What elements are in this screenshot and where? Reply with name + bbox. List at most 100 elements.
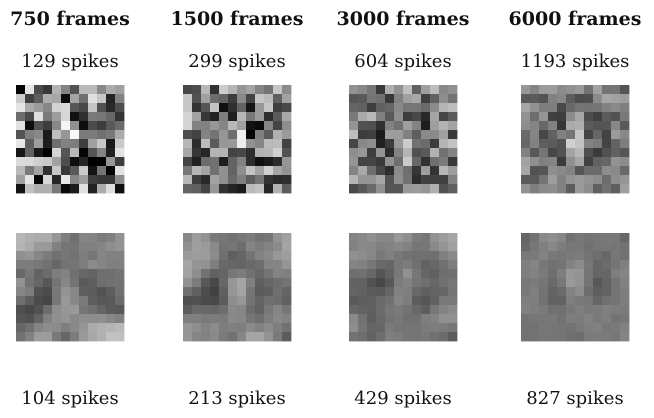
- pixel: [16, 85, 26, 95]
- pixel: [593, 305, 603, 315]
- pixel: [403, 278, 413, 288]
- pixel: [385, 305, 395, 315]
- pixel: [97, 175, 107, 185]
- pixel: [16, 112, 26, 122]
- pixel: [448, 260, 458, 270]
- pixel: [430, 157, 440, 167]
- pixel: [43, 112, 53, 122]
- pixel: [412, 85, 422, 95]
- pixel: [439, 242, 449, 252]
- pixel: [210, 314, 220, 324]
- pixel: [620, 314, 630, 324]
- pixel: [219, 233, 229, 243]
- pixel: [403, 121, 413, 131]
- pixel: [88, 287, 98, 297]
- pixel: [237, 85, 247, 95]
- pixel: [430, 287, 440, 297]
- pixel: [282, 287, 292, 297]
- pixel: [43, 269, 53, 279]
- pixel: [52, 278, 62, 288]
- pixel: [593, 157, 603, 167]
- pixel: [52, 148, 62, 158]
- pixel: [566, 323, 576, 333]
- pixel: [264, 112, 274, 122]
- pixel: [282, 242, 292, 252]
- pixel: [439, 184, 449, 194]
- pixel: [349, 166, 359, 176]
- pixel: [358, 260, 368, 270]
- pixel: [430, 148, 440, 158]
- pixel: [192, 94, 202, 104]
- pixel: [521, 121, 531, 131]
- pixel: [403, 148, 413, 158]
- pixel: [16, 157, 26, 167]
- pixel: [219, 242, 229, 252]
- pixel: [430, 296, 440, 306]
- pixel: [358, 85, 368, 95]
- pixel: [201, 287, 211, 297]
- pixel: [88, 332, 98, 342]
- pixel: [602, 184, 612, 194]
- pixel: [70, 323, 80, 333]
- pixel: [358, 314, 368, 324]
- pixel: [349, 148, 359, 158]
- pixel: [412, 296, 422, 306]
- pixel: [385, 287, 395, 297]
- pixel: [584, 148, 594, 158]
- pixel: [16, 130, 26, 140]
- pixel: [70, 332, 80, 342]
- pixel: [16, 166, 26, 176]
- pixel: [394, 157, 404, 167]
- pixel: [575, 305, 585, 315]
- pixel: [79, 296, 89, 306]
- pixel: [530, 278, 540, 288]
- pixel: [228, 242, 238, 252]
- pixel: [421, 251, 431, 261]
- pixel: [620, 296, 630, 306]
- pixel: [201, 103, 211, 113]
- pixel: [367, 296, 377, 306]
- pixel: [611, 296, 621, 306]
- pixel: [557, 242, 567, 252]
- pixel: [192, 148, 202, 158]
- pixel: [183, 242, 193, 252]
- pixel: [439, 323, 449, 333]
- pixel: [88, 242, 98, 252]
- pixel: [97, 139, 107, 149]
- pixel: [593, 121, 603, 131]
- pixel: [34, 269, 44, 279]
- pixel: [611, 184, 621, 194]
- pixel: [273, 287, 283, 297]
- pixel: [557, 296, 567, 306]
- pixel: [593, 278, 603, 288]
- pixel: [264, 130, 274, 140]
- pixel: [403, 94, 413, 104]
- pixel: [210, 233, 220, 243]
- pixel: [255, 260, 265, 270]
- pixel: [246, 242, 256, 252]
- pixel: [394, 166, 404, 176]
- pixel: [192, 332, 202, 342]
- pixel: [282, 166, 292, 176]
- pixel: [349, 94, 359, 104]
- receptive-field-bottom: [16, 233, 125, 342]
- pixel: [557, 85, 567, 95]
- pixel: [255, 332, 265, 342]
- pixel: [219, 314, 229, 324]
- pixel: [115, 314, 125, 324]
- pixel: [16, 305, 26, 315]
- pixel: [43, 332, 53, 342]
- pixel: [282, 323, 292, 333]
- pixel: [548, 323, 558, 333]
- pixel: [530, 184, 540, 194]
- pixel: [264, 94, 274, 104]
- pixel: [394, 148, 404, 158]
- pixel: [611, 305, 621, 315]
- pixel: [273, 121, 283, 131]
- pixel: [52, 296, 62, 306]
- pixel: [183, 139, 193, 149]
- pixel: [430, 233, 440, 243]
- pixel: [530, 287, 540, 297]
- pixel: [97, 314, 107, 324]
- pixel: [97, 251, 107, 261]
